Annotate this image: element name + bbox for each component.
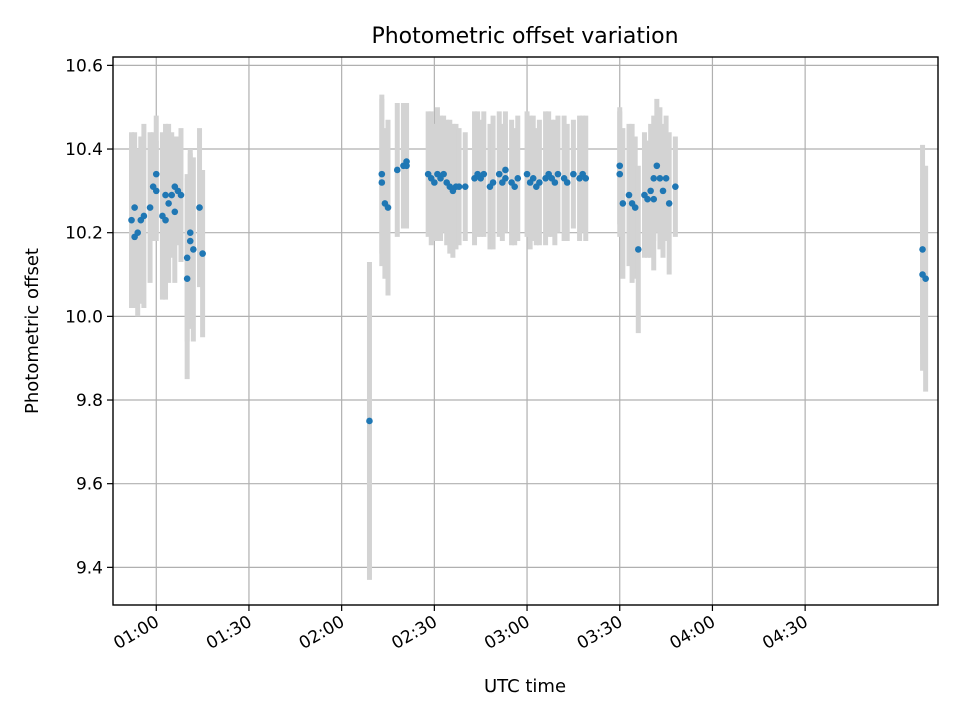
data-point xyxy=(616,162,624,170)
y-axis-label: Photometric offset xyxy=(22,248,43,414)
data-point xyxy=(665,200,673,207)
data-point xyxy=(152,170,160,178)
data-point xyxy=(455,183,463,190)
data-point xyxy=(551,179,559,186)
data-point xyxy=(659,187,667,195)
data-point xyxy=(378,179,386,186)
chart-title: Photometric offset variation xyxy=(371,24,678,49)
data-point xyxy=(461,183,469,190)
data-point xyxy=(647,187,654,195)
data-point xyxy=(480,170,488,178)
data-point xyxy=(662,175,670,182)
data-point xyxy=(183,275,191,283)
data-point xyxy=(922,275,929,283)
data-point xyxy=(502,166,509,174)
data-point xyxy=(196,204,203,211)
data-point xyxy=(440,170,447,178)
y-tick-label: 9.6 xyxy=(76,475,103,495)
data-point xyxy=(536,179,543,186)
data-point xyxy=(162,216,169,224)
data-point xyxy=(570,170,577,178)
x-tick-label: 01:00 xyxy=(110,612,162,654)
data-point xyxy=(403,162,410,170)
data-point xyxy=(644,195,651,203)
data-point xyxy=(650,195,658,203)
x-tick-label: 04:30 xyxy=(759,612,811,654)
data-point xyxy=(625,191,633,199)
data-point xyxy=(162,191,169,199)
data-point xyxy=(183,254,191,262)
x-axis: 01:00 01:30 02:00 02:30 03:00 03:30 04:00 04:30 xyxy=(110,605,812,654)
data-point xyxy=(616,170,624,178)
data-point xyxy=(186,229,194,236)
errorbar-layer xyxy=(129,94,929,580)
data-point xyxy=(511,183,518,190)
data-point xyxy=(514,175,522,182)
x-tick-label: 02:00 xyxy=(296,612,348,654)
data-point xyxy=(131,204,138,211)
data-point xyxy=(619,200,627,207)
x-axis-label: UTC time xyxy=(484,676,566,697)
data-point xyxy=(656,175,664,182)
data-point xyxy=(634,246,642,253)
data-point xyxy=(134,229,142,236)
data-point xyxy=(653,162,661,170)
data-point xyxy=(489,179,497,186)
data-point xyxy=(186,237,194,245)
data-point xyxy=(140,212,148,220)
y-tick-label: 10.2 xyxy=(65,224,103,244)
plot-frame xyxy=(112,56,939,606)
data-point xyxy=(165,200,172,207)
y-axis: 9.4 9.6 9.8 10.0 10.2 10.4 10.6 xyxy=(65,56,113,578)
data-point xyxy=(672,183,679,190)
data-point xyxy=(366,417,373,425)
data-point xyxy=(168,191,176,199)
data-point xyxy=(128,216,135,224)
data-point xyxy=(631,204,639,211)
x-tick-label: 02:30 xyxy=(388,612,440,654)
y-tick-label: 10.6 xyxy=(65,56,103,76)
data-point xyxy=(146,204,154,211)
data-point xyxy=(177,191,185,199)
data-point xyxy=(563,179,571,186)
data-point xyxy=(502,175,509,182)
data-point xyxy=(199,250,206,257)
x-tick-label: 03:30 xyxy=(574,612,626,654)
data-point xyxy=(650,175,658,182)
point-layer xyxy=(128,158,929,425)
y-tick-label: 9.8 xyxy=(76,391,103,411)
x-tick-label: 03:00 xyxy=(481,612,533,654)
y-tick-label: 10.0 xyxy=(65,307,103,327)
data-point xyxy=(919,246,926,253)
data-point xyxy=(378,170,386,178)
x-tick-label: 04:00 xyxy=(667,612,719,654)
data-point xyxy=(152,187,160,195)
y-tick-label: 10.4 xyxy=(65,140,103,160)
data-point xyxy=(393,166,401,174)
data-point xyxy=(529,175,537,182)
data-point xyxy=(190,246,197,253)
data-point xyxy=(554,170,562,178)
data-point xyxy=(171,208,179,216)
y-tick-label: 9.4 xyxy=(76,558,103,578)
data-point xyxy=(523,170,531,178)
data-point xyxy=(495,170,503,178)
data-point xyxy=(384,204,392,211)
data-point xyxy=(431,179,438,186)
data-point xyxy=(582,175,590,182)
x-tick-label: 01:30 xyxy=(203,612,255,654)
